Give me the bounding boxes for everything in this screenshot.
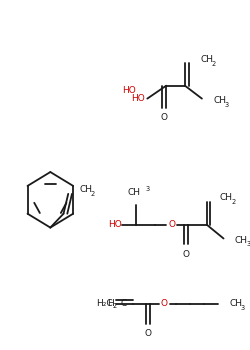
Text: HO: HO [122, 86, 136, 95]
Text: 3: 3 [146, 186, 150, 192]
Text: 2: 2 [211, 61, 216, 67]
Text: CH: CH [200, 55, 213, 64]
Text: H: H [108, 300, 114, 308]
Text: CH: CH [220, 193, 233, 202]
Text: O: O [182, 250, 190, 259]
Text: CH: CH [213, 96, 226, 105]
Text: HO: HO [131, 94, 144, 103]
Text: O: O [161, 113, 168, 122]
Text: 3: 3 [224, 102, 228, 107]
Text: 3: 3 [246, 241, 250, 247]
Text: O: O [161, 300, 168, 308]
Text: CH: CH [229, 300, 242, 308]
Text: CH: CH [128, 188, 140, 197]
Text: 2: 2 [112, 303, 116, 309]
Text: 3: 3 [240, 305, 245, 311]
Text: 2: 2 [231, 199, 235, 205]
Text: HO: HO [108, 220, 122, 229]
Text: O: O [145, 329, 152, 338]
Text: H₂C: H₂C [96, 300, 112, 308]
Text: CH: CH [80, 186, 92, 194]
Text: O: O [168, 220, 175, 229]
Text: C: C [121, 300, 127, 308]
Text: CH: CH [235, 236, 248, 245]
Text: 2: 2 [91, 191, 95, 197]
